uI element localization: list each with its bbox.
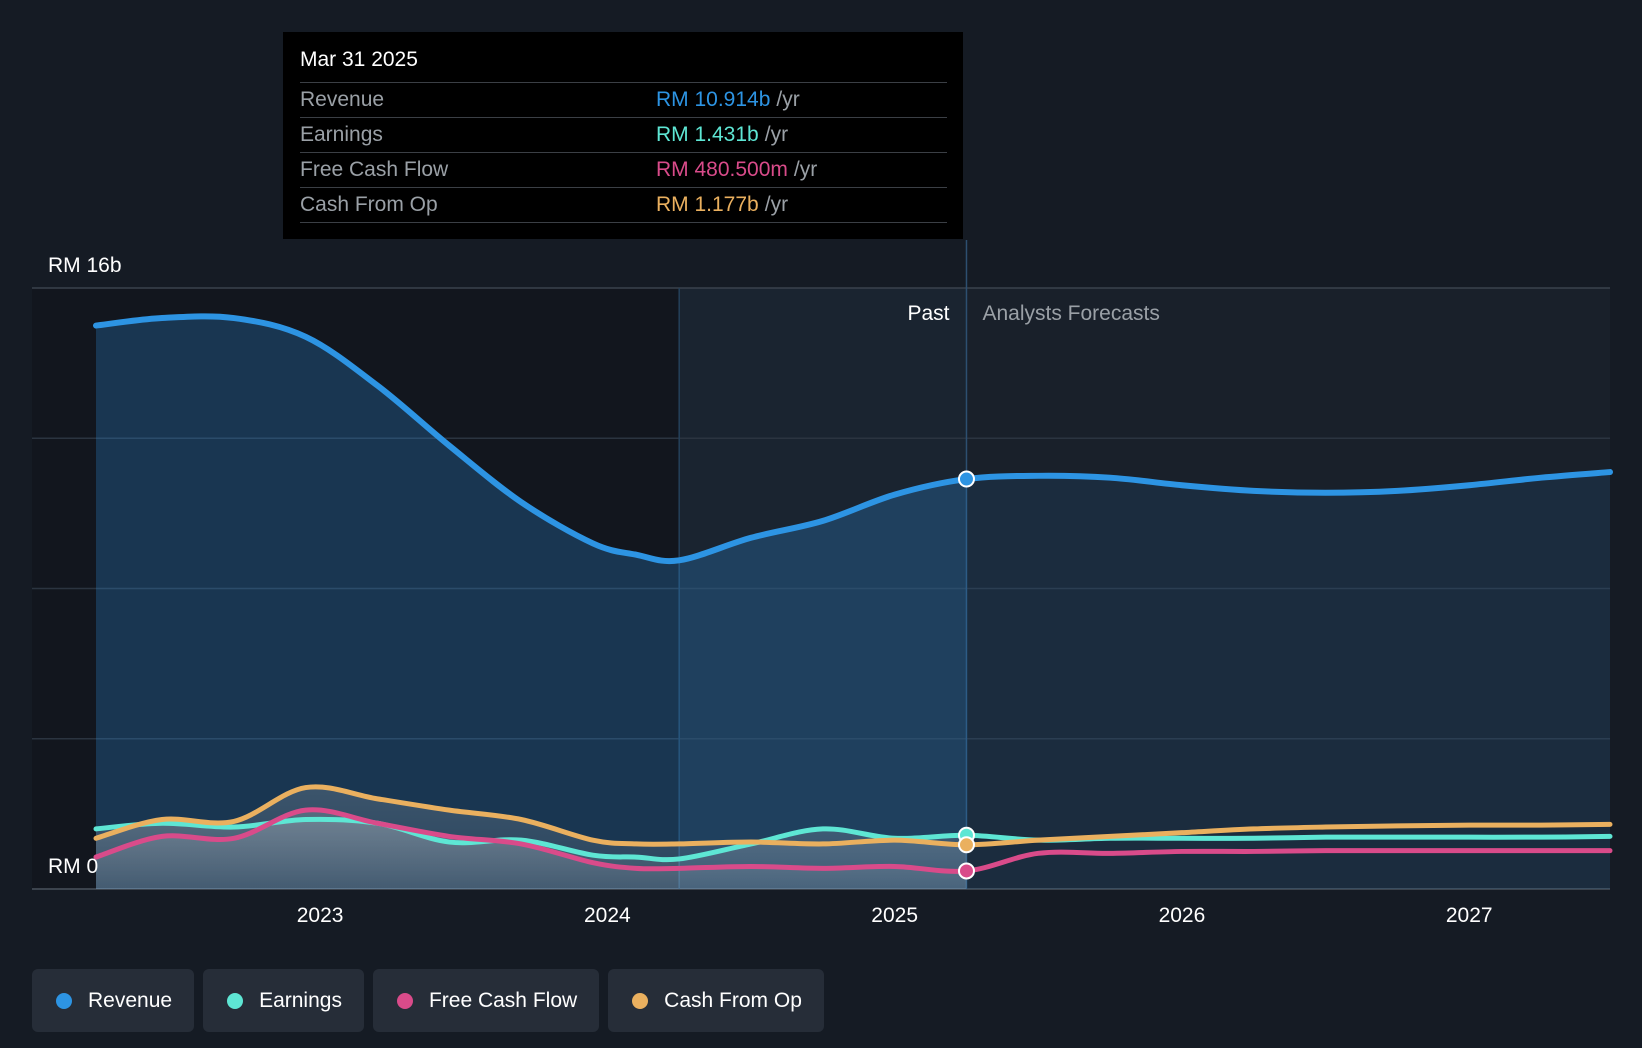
tooltip-row-revenue: Revenue RM 10.914b /yr [300, 82, 947, 117]
revenue-marker [957, 470, 975, 488]
legend-label: Cash From Op [664, 988, 802, 1012]
tooltip-label: Cash From Op [300, 193, 438, 216]
cash-from-op-dot-icon [632, 992, 649, 1009]
tooltip-unit: /yr [764, 193, 789, 216]
tooltip-unit: /yr [793, 158, 818, 181]
tooltip: Mar 31 2025 Revenue RM 10.914b /yr Earni… [283, 32, 963, 239]
tooltip-row-earnings: Earnings RM 1.431b /yr [300, 117, 947, 152]
free-cash-flow-line [93, 807, 1613, 874]
tooltip-label: Revenue [300, 88, 385, 111]
tooltip-unit: /yr [764, 123, 789, 146]
legend-label: Free Cash Flow [428, 988, 578, 1012]
tooltip-row-cash-from-op: Cash From Op RM 1.177b /yr [300, 187, 947, 223]
revenue-dot-icon [56, 992, 72, 1009]
free-cash-flow-marker [957, 862, 975, 880]
tooltip-date: Mar 31 2025 [300, 48, 418, 71]
legend: Revenue Earnings Free Cash Flow Cash Fro… [32, 969, 824, 1032]
tooltip-row-free-cash-flow: Free Cash Flow RM 480.500m /yr [300, 152, 947, 187]
tooltip-value: RM 1.177b [656, 193, 759, 216]
x-tick-label: 2027 [1446, 904, 1493, 927]
revenue-line [93, 313, 1613, 565]
tooltip-unit: /yr [776, 88, 800, 111]
legend-item-free-cash-flow[interactable]: Free Cash Flow [372, 969, 600, 1032]
legend-label: Earnings [259, 988, 342, 1012]
cash-from-op-line [93, 784, 1613, 848]
x-tick-label: 2026 [1159, 904, 1206, 927]
tooltip-label: Free Cash Flow [300, 158, 449, 181]
tooltip-value: RM 10.914b [656, 88, 771, 111]
forecast-label: Analysts Forecasts [982, 302, 1159, 325]
earnings-line [93, 816, 1613, 863]
x-tick-label: 2025 [871, 904, 918, 927]
past-label: Past [907, 302, 949, 325]
legend-label: Revenue [88, 988, 173, 1012]
legend-item-revenue[interactable]: Revenue [32, 969, 195, 1032]
free-cash-flow-area [96, 809, 967, 889]
legend-item-earnings[interactable]: Earnings [203, 969, 364, 1032]
x-tick-label: 2024 [584, 904, 631, 927]
tooltip-value: RM 480.500m [656, 158, 788, 181]
free-cash-flow-dot-icon [396, 992, 413, 1009]
y-axis-bottom-label: RM 0 [48, 855, 98, 878]
tooltip-value: RM 1.431b [656, 123, 759, 146]
earnings-dot-icon [227, 992, 244, 1009]
revenue-area-past [96, 316, 967, 889]
y-axis-top-label: RM 16b [48, 254, 122, 277]
cash-from-op-marker [957, 836, 975, 854]
revenue-area-forecast [966, 472, 1610, 889]
x-tick-label: 2023 [297, 904, 344, 927]
tooltip-label: Earnings [300, 123, 383, 146]
legend-item-cash-from-op[interactable]: Cash From Op [608, 969, 824, 1032]
